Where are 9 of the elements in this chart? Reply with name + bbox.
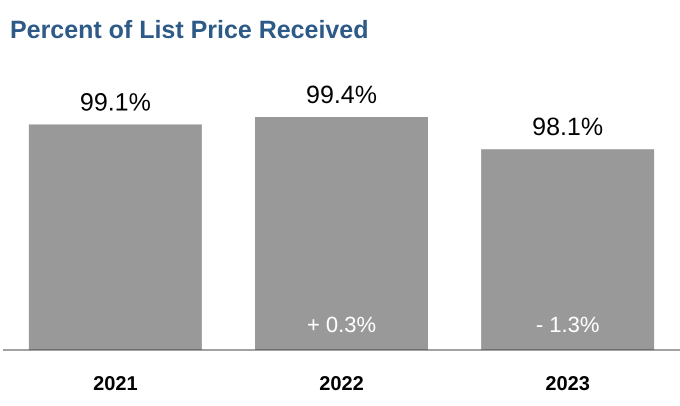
annotation: + 0.3% <box>306 312 376 337</box>
data-label: 99.1% <box>80 88 151 116</box>
data-label: 98.1% <box>532 113 604 142</box>
annotation: - 1.3% <box>536 312 600 337</box>
x-tick-label: 2022 <box>319 373 364 395</box>
x-tick-label: 2023 <box>545 373 590 395</box>
x-tick-label: 2021 <box>93 373 138 395</box>
data-label: 99.4% <box>306 81 377 109</box>
chart-title: Percent of List Price Received <box>10 16 368 44</box>
